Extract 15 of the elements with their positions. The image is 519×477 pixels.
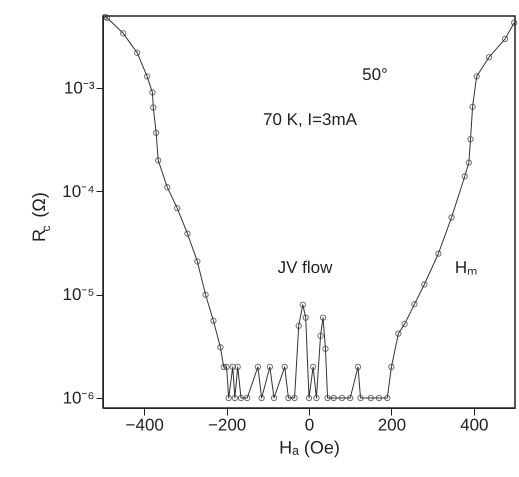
x-tick-label: 0	[304, 416, 314, 434]
y-axis-title: Rc (Ω)	[29, 192, 53, 242]
annotation: 70 K, I=3mA	[262, 110, 358, 129]
y-tick-label: 10⁻³	[64, 78, 95, 98]
x-tick-label: 400	[460, 416, 488, 434]
x-tick-label: −200	[208, 416, 246, 434]
y-tick-label: 10⁻⁶	[62, 388, 94, 408]
y-tick-label: 10⁻⁴	[62, 182, 94, 201]
y-tick-label: 10⁻⁵	[62, 285, 94, 304]
x-axis-title: Hₐ (Oe)	[279, 438, 340, 458]
x-tick-label: −400	[126, 416, 164, 434]
annotation: JV flow	[278, 258, 334, 277]
annotation: Hₘ	[454, 258, 478, 277]
x-tick-label: 200	[378, 416, 406, 434]
annotation: 50°	[362, 65, 388, 84]
